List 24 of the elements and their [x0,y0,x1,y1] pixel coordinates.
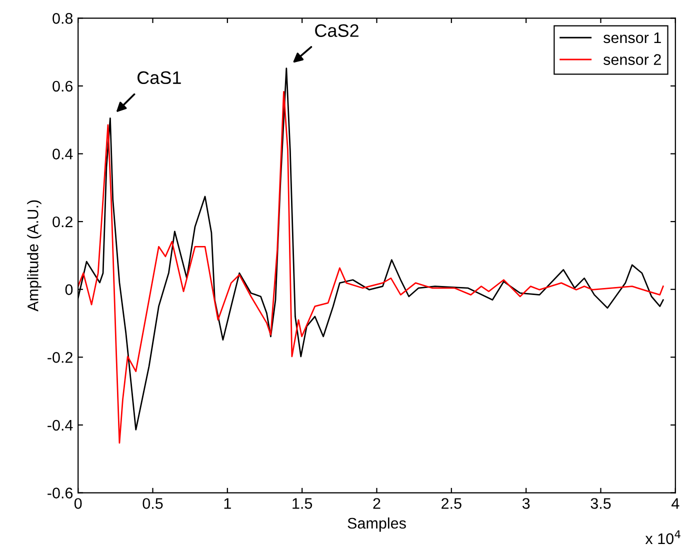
x-tick-label: 2.5 [442,498,462,509]
y-tick-label: -0.2 [48,352,72,363]
x-tick-label: 0 [74,498,82,509]
y-tick-label: 0.4 [52,148,73,160]
y-tick-label: 0.8 [52,13,73,24]
y-tick-label: 0.2 [52,216,72,228]
x-tick-label: 1.5 [292,498,312,509]
x-tick-label: 0.5 [142,498,163,509]
text: x 10$^{4}$ [645,530,680,544]
x-axis-title: Samples [348,517,406,532]
legend-label: sensor 1 [603,32,661,44]
x-tick-label: 2 [373,498,380,509]
y-axis-title: Amplitude (A.U.) [27,200,42,312]
y-tick-label: 0 [65,284,73,296]
annotation: CaS2 [315,24,358,37]
legend-label: sensor 2 [603,54,661,66]
annotation: CaS1 [138,71,181,84]
x-tick-label: 1 [224,498,231,509]
y-tick-label: -0.6 [48,488,73,498]
x-tick-label: 4 [672,498,680,509]
y-tick-label: -0.4 [48,420,73,431]
x-tick-label: 3 [522,498,530,509]
x-tick-label: 3.5 [590,498,611,509]
y-tick-label: 0.6 [52,80,73,92]
